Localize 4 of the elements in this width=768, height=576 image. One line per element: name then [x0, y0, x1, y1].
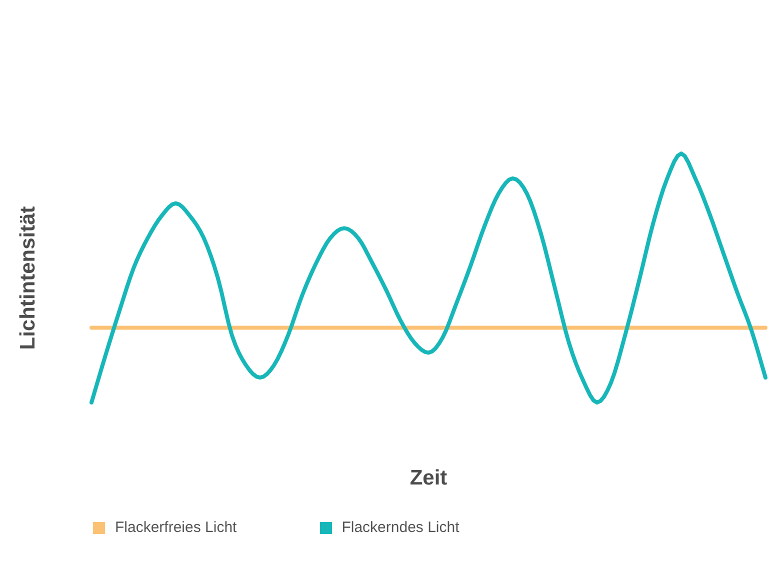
x-axis-title: Zeit — [410, 466, 448, 490]
legend-label: Flackerfreies Licht — [115, 519, 237, 536]
legend-label: Flackerndes Licht — [342, 519, 460, 536]
y-axis-title: Lichtintensität — [16, 206, 40, 350]
